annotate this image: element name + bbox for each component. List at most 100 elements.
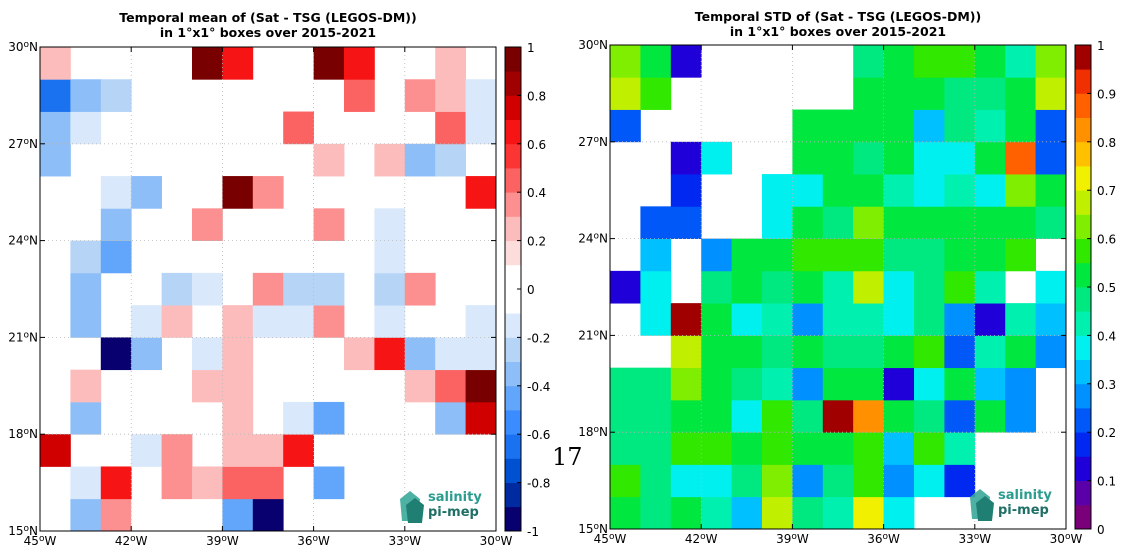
heatmap-cell xyxy=(731,464,763,498)
heatmap-cell xyxy=(404,369,436,403)
chart-2-title-line-2: in 1°x1° boxes over 2015-2021 xyxy=(729,24,947,39)
heatmap-cell xyxy=(792,496,824,530)
heatmap-cell xyxy=(822,303,854,336)
colorbar-segment xyxy=(505,458,521,483)
heatmap-cell xyxy=(640,399,672,433)
heatmap-cell xyxy=(701,496,732,530)
heatmap-cell xyxy=(313,272,345,306)
heatmap-cell xyxy=(222,369,254,403)
heatmap-cell xyxy=(731,496,763,530)
heatmap-cell xyxy=(1005,303,1036,336)
heatmap-cell xyxy=(853,45,884,78)
heatmap-cell xyxy=(822,238,854,272)
heatmap-cell xyxy=(974,335,1006,369)
heatmap-cell xyxy=(731,367,763,401)
logo-text-line-2: pi-mep xyxy=(428,505,479,520)
heatmap-cell xyxy=(914,109,945,143)
heatmap-cell xyxy=(404,337,436,371)
heatmap-cell xyxy=(701,432,732,465)
x-tick-label: 42oW xyxy=(685,532,718,545)
heatmap-cell xyxy=(792,174,824,207)
heatmap-cell xyxy=(883,174,915,207)
heatmap-cell xyxy=(192,466,223,500)
colorbar-segment xyxy=(1075,359,1091,385)
heatmap-cell xyxy=(283,111,314,145)
heatmap-cell xyxy=(701,141,732,175)
heatmap-cell xyxy=(610,45,641,78)
heatmap-cell xyxy=(1035,206,1067,239)
colorbar-segment xyxy=(1075,262,1091,288)
heatmap-cell xyxy=(465,369,497,403)
heatmap-cell xyxy=(465,305,497,338)
y-tick-label: 15oN xyxy=(8,524,38,538)
heatmap-cell xyxy=(914,174,945,207)
heatmap-cell xyxy=(731,270,763,304)
heatmap-cell xyxy=(222,401,254,435)
heatmap-cell xyxy=(161,305,193,338)
heatmap-cell xyxy=(914,432,945,465)
heatmap-cell xyxy=(131,305,162,338)
chart-1-title-line-2: in 1°x1° boxes over 2015-2021 xyxy=(159,25,377,40)
heatmap-cell xyxy=(404,79,436,112)
y-tick-label: 27oN xyxy=(8,137,38,151)
heatmap-cell xyxy=(374,305,406,338)
colorbar-segment xyxy=(505,434,521,459)
heatmap-cell xyxy=(404,143,436,177)
x-tick-label: 30oW xyxy=(480,534,513,545)
heatmap-cell xyxy=(374,272,406,306)
heatmap-cell xyxy=(762,303,793,336)
heatmap-cell xyxy=(914,367,945,401)
y-tick-label: 18oN xyxy=(578,425,608,439)
heatmap-cell xyxy=(192,47,223,80)
heatmap-cell xyxy=(435,369,466,403)
logo-emblem-front xyxy=(406,498,424,523)
colorbar-segment xyxy=(1075,238,1091,264)
chart-2-title-line-1: Temporal STD of (Sat - TSG (LEGOS-DM)) xyxy=(694,9,982,24)
heatmap-cell xyxy=(822,496,854,530)
logo-text-line-1: salinity xyxy=(998,488,1052,503)
heatmap-cell xyxy=(883,399,915,433)
heatmap-cell xyxy=(883,45,915,78)
heatmap-cell xyxy=(701,335,732,369)
heatmap-cell xyxy=(792,141,824,175)
heatmap-cell xyxy=(374,143,406,177)
x-tick-label: 36oW xyxy=(297,534,330,545)
heatmap-cell xyxy=(610,464,641,498)
heatmap-cell xyxy=(944,367,976,401)
heatmap-cell xyxy=(1005,77,1036,110)
heatmap-cell xyxy=(313,47,345,80)
heatmap-cell xyxy=(610,432,641,465)
heatmap-cell xyxy=(974,174,1006,207)
heatmap-cell xyxy=(640,303,672,336)
heatmap-cell xyxy=(70,369,102,403)
heatmap-cell xyxy=(70,401,102,435)
heatmap-cell xyxy=(792,303,824,336)
heatmap-cell xyxy=(853,335,884,369)
heatmap-cell xyxy=(610,270,641,304)
colorbar-tick-label: 0.5 xyxy=(1097,281,1116,295)
heatmap-cell xyxy=(1035,270,1067,304)
colorbar-segment xyxy=(505,264,521,290)
heatmap-cell xyxy=(100,79,132,112)
heatmap-cell xyxy=(792,335,824,369)
heatmap-cell xyxy=(313,208,345,241)
heatmap-cell xyxy=(974,206,1006,239)
heatmap-cell xyxy=(853,496,884,530)
heatmap-cell xyxy=(883,77,915,110)
heatmap-cell xyxy=(944,45,976,78)
heatmap-cell xyxy=(344,337,375,371)
page-number: 17 xyxy=(552,443,583,471)
heatmap-cell xyxy=(70,466,102,500)
heatmap-cell xyxy=(70,305,102,338)
heatmap-cell xyxy=(70,272,102,306)
heatmap-cell xyxy=(222,466,254,500)
logo-emblem-front xyxy=(976,496,994,521)
heatmap-cell xyxy=(883,367,915,401)
x-tick-label: 45oW xyxy=(24,534,57,545)
heatmap-cell xyxy=(670,432,702,465)
heatmap-cell xyxy=(640,464,672,498)
heatmap-cell xyxy=(161,498,193,532)
colorbar-segment xyxy=(1075,69,1091,94)
